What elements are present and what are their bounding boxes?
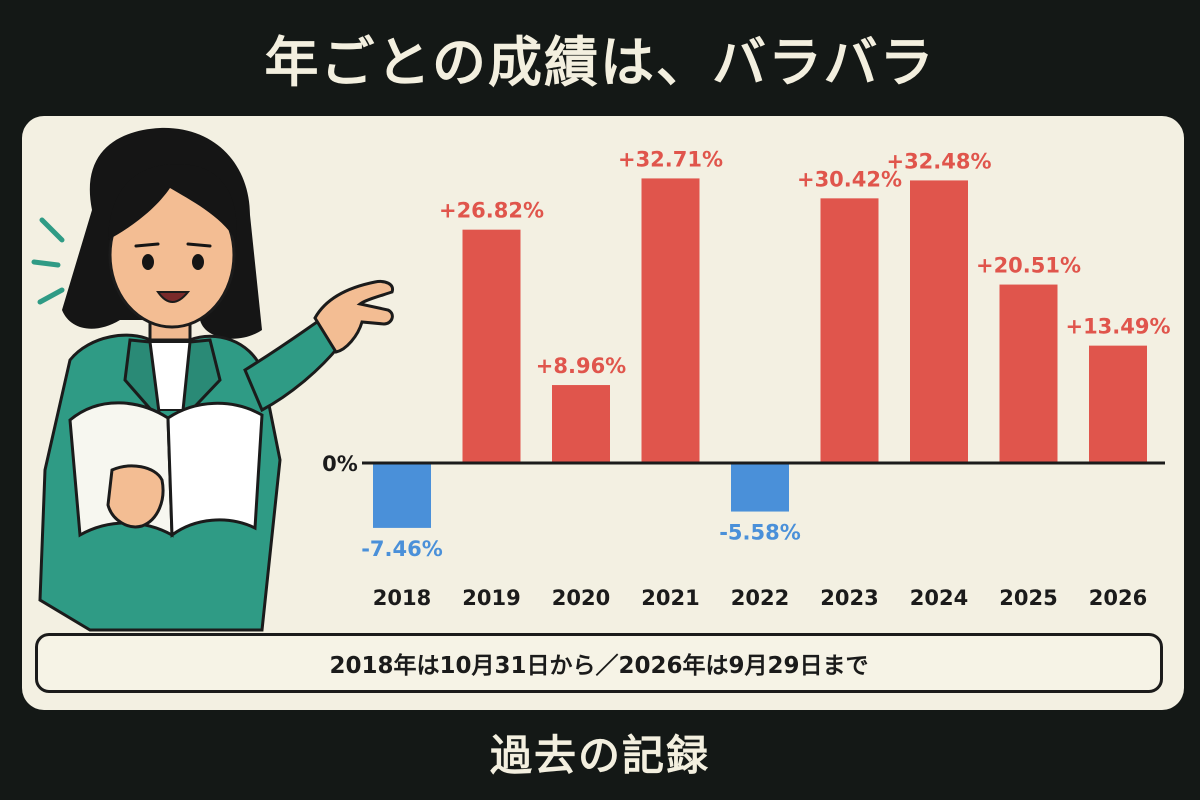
footer-title: 過去の記録 <box>489 731 710 780</box>
x-tick-label-2022: 2022 <box>731 586 789 610</box>
data-label-2021: +32.71% <box>618 147 723 171</box>
data-label-2024: +32.48% <box>886 149 991 173</box>
data-label-2018: -7.46% <box>361 537 443 561</box>
bar-2024 <box>910 180 968 463</box>
x-tick-label-2018: 2018 <box>373 586 431 610</box>
x-tick-label-2023: 2023 <box>820 586 878 610</box>
x-tick-label-2021: 2021 <box>641 586 699 610</box>
bar-2020 <box>552 385 610 463</box>
data-label-2026: +13.49% <box>1065 315 1170 339</box>
bar-2019 <box>462 229 521 463</box>
data-label-2025: +20.51% <box>976 254 1081 278</box>
data-label-2022: -5.58% <box>719 521 801 545</box>
data-label-2020: +8.96% <box>536 354 626 378</box>
x-tick-label-2025: 2025 <box>999 586 1057 610</box>
bar-2025 <box>999 284 1058 463</box>
bar-2021 <box>641 178 700 463</box>
x-tick-label-2024: 2024 <box>910 586 968 610</box>
x-tick-label-2026: 2026 <box>1089 586 1147 610</box>
bar-2026 <box>1089 345 1147 463</box>
data-label-2019: +26.82% <box>439 199 544 223</box>
page-title: 年ごとの成績は、バラバラ <box>264 31 936 94</box>
date-range-note-text: 2018年は10月31日から／2026年は9月29日まで <box>329 653 869 679</box>
date-range-note: 2018年は10月31日から／2026年は9月29日まで <box>35 633 1163 693</box>
zero-axis-label: 0% <box>322 452 358 476</box>
bar-2022 <box>731 463 789 512</box>
x-tick-label-2019: 2019 <box>462 586 520 610</box>
data-label-2023: +30.42% <box>797 167 902 191</box>
bar-2018 <box>373 463 431 528</box>
bar-2023 <box>820 198 879 463</box>
x-tick-label-2020: 2020 <box>552 586 610 610</box>
